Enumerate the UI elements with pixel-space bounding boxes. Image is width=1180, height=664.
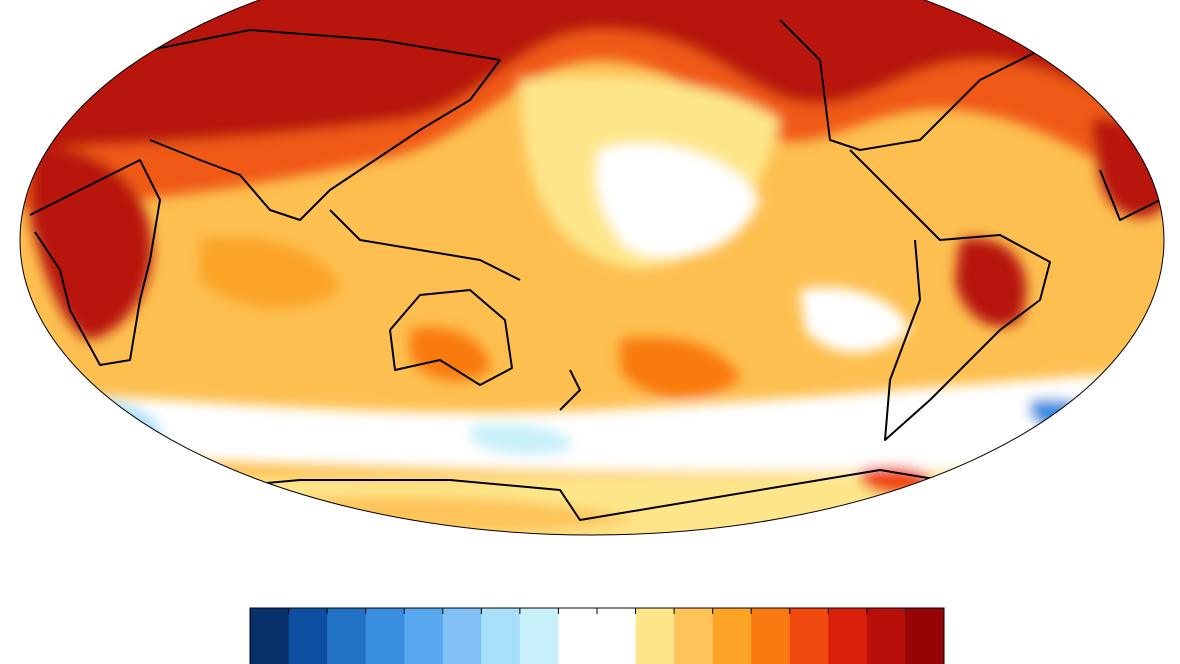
colorbar-frame — [249, 607, 945, 664]
coastline — [329, 209, 521, 281]
colorbar-cell — [597, 608, 637, 664]
colorbar-cell — [712, 608, 752, 664]
coastline — [849, 149, 1051, 441]
colorbar-cell — [519, 608, 559, 664]
colorbar-cell — [327, 608, 367, 664]
colorbar-cell — [365, 608, 405, 664]
coastline — [149, 29, 501, 221]
colorbar-cell — [905, 608, 945, 664]
colorbar — [249, 607, 945, 664]
colorbar-cell — [789, 608, 829, 664]
temperature-map — [20, 0, 1164, 535]
colorbar-cell — [558, 608, 598, 664]
coastline — [559, 369, 581, 411]
colorbar-cell — [250, 608, 290, 664]
colorbar-cell — [751, 608, 791, 664]
colorbar-cell — [674, 608, 714, 664]
colorbar-cell — [866, 608, 906, 664]
colorbar-cell — [404, 608, 444, 664]
map-frame — [19, 0, 1165, 536]
coastline — [29, 159, 161, 366]
coastline — [389, 289, 513, 386]
colorbar-cell — [635, 608, 675, 664]
colorbar-cell — [442, 608, 482, 664]
colorbar-cell — [481, 608, 521, 664]
colorbar-cell — [288, 608, 328, 664]
colorbar-cell — [828, 608, 868, 664]
